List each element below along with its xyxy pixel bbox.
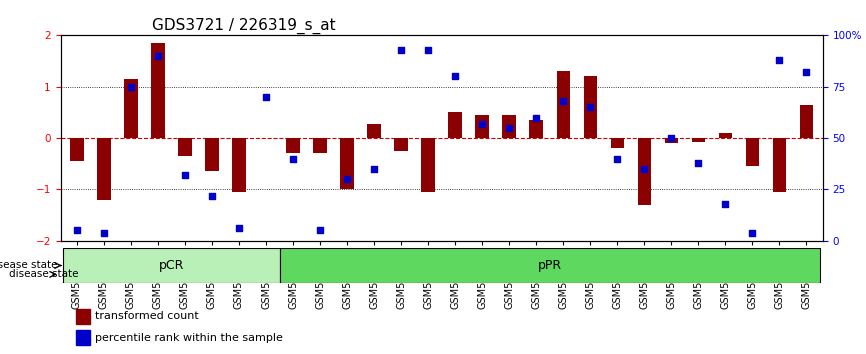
Point [772, 57, 786, 63]
Text: transformed count: transformed count [95, 311, 198, 321]
Point [584, 104, 598, 110]
Bar [611, 138, 624, 148]
Bar [76, 330, 89, 345]
Bar [449, 113, 462, 138]
Bar [584, 76, 597, 138]
Text: disease state: disease state [9, 269, 78, 279]
Text: percentile rank within the sample: percentile rank within the sample [95, 332, 283, 343]
Bar [502, 115, 516, 138]
Bar [557, 72, 570, 138]
Bar [232, 138, 246, 192]
Text: pCR: pCR [158, 259, 184, 272]
Point [124, 84, 138, 90]
Point [232, 225, 246, 231]
Bar [746, 138, 759, 166]
Point [611, 156, 624, 161]
Point [205, 193, 219, 198]
Bar [178, 138, 191, 156]
Point [313, 228, 327, 233]
Point [97, 230, 111, 235]
Bar [124, 79, 138, 138]
Bar [97, 138, 111, 200]
Bar [280, 248, 820, 283]
Point [746, 230, 759, 235]
Point [151, 53, 165, 59]
Point [664, 135, 678, 141]
Bar [205, 138, 219, 171]
Bar [799, 105, 813, 138]
Point [502, 125, 516, 131]
Bar [529, 120, 543, 138]
Text: GDS3721 / 226319_s_at: GDS3721 / 226319_s_at [152, 18, 336, 34]
Bar [367, 124, 381, 138]
Bar [422, 138, 435, 192]
Point [799, 69, 813, 75]
Bar [76, 309, 89, 324]
Point [449, 74, 462, 79]
Bar [313, 138, 326, 154]
Bar [475, 115, 489, 138]
Bar [719, 133, 732, 138]
Bar [692, 138, 705, 142]
Point [367, 166, 381, 172]
Point [475, 121, 489, 126]
Point [286, 156, 300, 161]
Bar [63, 248, 280, 283]
Point [691, 160, 705, 166]
Point [529, 115, 543, 120]
Text: pPR: pPR [538, 259, 562, 272]
Bar [394, 138, 408, 151]
Text: disease state: disease state [0, 261, 58, 270]
Bar [287, 138, 300, 154]
Point [421, 47, 435, 53]
Point [637, 166, 651, 172]
Point [394, 47, 408, 53]
Bar [152, 43, 165, 138]
Bar [637, 138, 651, 205]
Point [719, 201, 733, 207]
Bar [70, 138, 84, 161]
Point [340, 176, 354, 182]
Bar [664, 138, 678, 143]
Point [259, 94, 273, 100]
Point [178, 172, 192, 178]
Bar [340, 138, 354, 189]
Bar [772, 138, 786, 192]
Point [70, 228, 84, 233]
Point [556, 98, 570, 104]
